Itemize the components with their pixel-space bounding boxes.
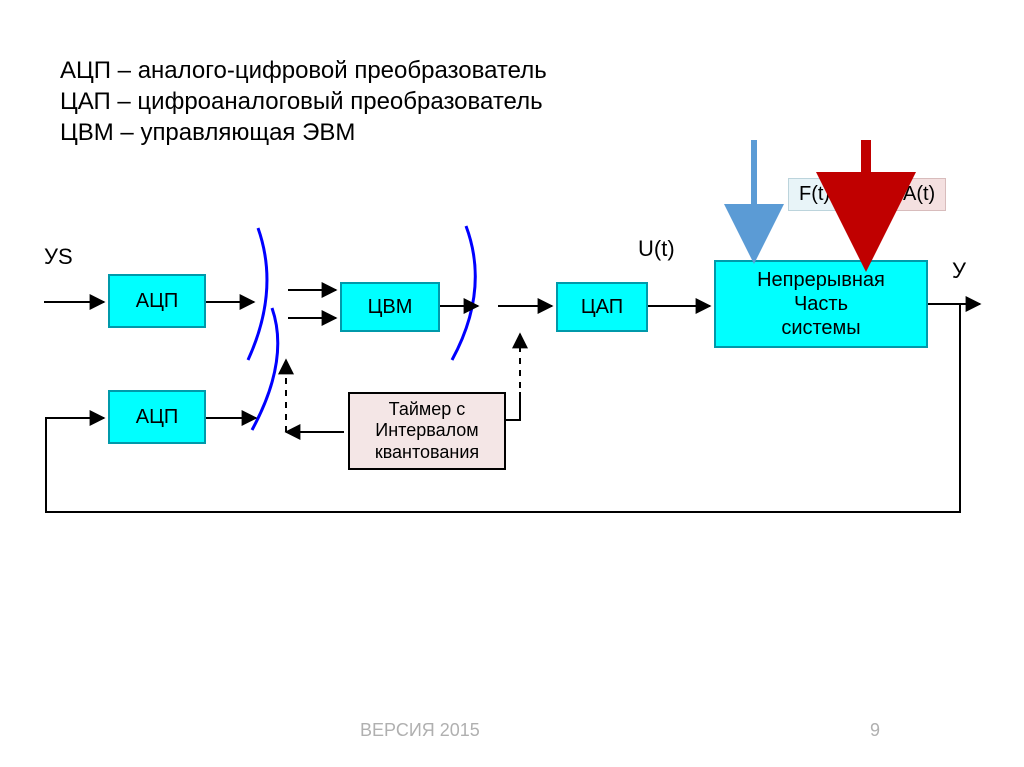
arrow-timer-right (506, 392, 520, 420)
node-adc2: АЦП (108, 390, 206, 444)
node-adc2-label: АЦП (136, 406, 179, 429)
node-cvm: ЦВМ (340, 282, 440, 332)
node-timer: Таймер с Интервалом квантования (348, 392, 506, 470)
node-timer-label: Таймер с Интервалом квантования (375, 399, 479, 464)
node-continuous-label: Непрерывная Часть системы (757, 268, 885, 340)
label-ys: УS (44, 244, 73, 270)
title-line-2: ЦАП – цифроаналоговый преобразователь (60, 86, 547, 117)
title-line-3: ЦВМ – управляющая ЭВМ (60, 117, 547, 148)
tag-ft: F(t) (788, 178, 841, 211)
label-y: У (952, 258, 966, 284)
node-dac-label: ЦАП (581, 296, 623, 319)
switch-curve-1 (248, 228, 267, 360)
switch-curve-3 (452, 226, 475, 360)
label-ut: U(t) (638, 236, 675, 262)
switch-curve-2 (252, 308, 278, 430)
node-dac: ЦАП (556, 282, 648, 332)
node-cvm-label: ЦВМ (368, 296, 413, 319)
footer-version: ВЕРСИЯ 2015 (360, 720, 480, 741)
tag-at: A(t) (892, 178, 946, 211)
footer-page: 9 (870, 720, 880, 741)
node-continuous: Непрерывная Часть системы (714, 260, 928, 348)
node-adc1: АЦП (108, 274, 206, 328)
node-adc1-label: АЦП (136, 290, 179, 313)
title-line-1: АЦП – аналого-цифровой преобразователь (60, 55, 547, 86)
title-block: АЦП – аналого-цифровой преобразователь Ц… (60, 55, 547, 149)
